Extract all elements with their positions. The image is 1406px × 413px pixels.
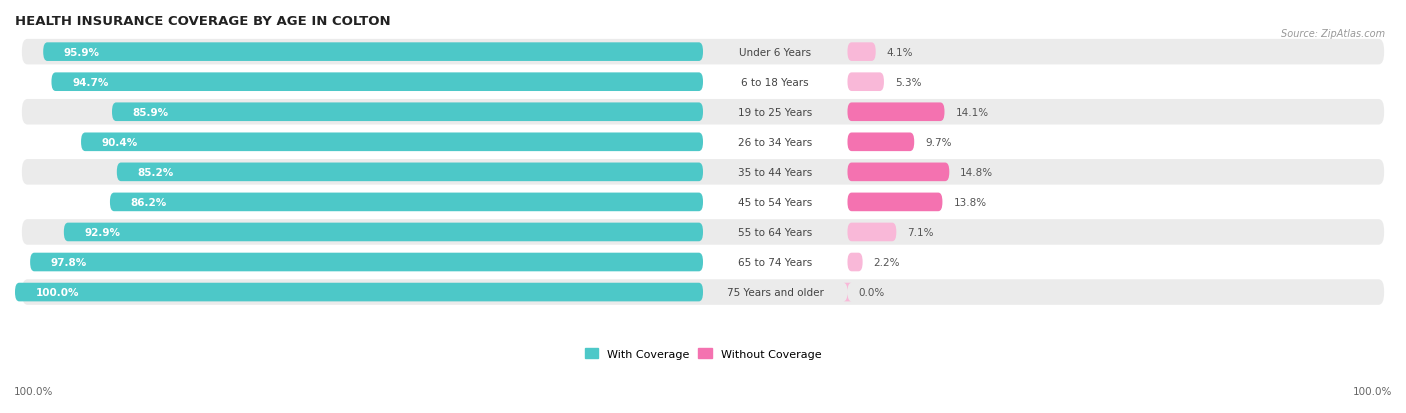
Text: 0.0%: 0.0% bbox=[859, 287, 884, 297]
Text: 5.3%: 5.3% bbox=[896, 78, 921, 88]
FancyBboxPatch shape bbox=[848, 133, 914, 152]
FancyBboxPatch shape bbox=[63, 223, 703, 242]
Text: 85.9%: 85.9% bbox=[132, 107, 169, 117]
Text: 100.0%: 100.0% bbox=[1353, 387, 1392, 396]
FancyBboxPatch shape bbox=[22, 70, 1384, 95]
Legend: With Coverage, Without Coverage: With Coverage, Without Coverage bbox=[581, 344, 825, 363]
FancyBboxPatch shape bbox=[22, 249, 1384, 275]
Text: 85.2%: 85.2% bbox=[138, 167, 174, 178]
FancyBboxPatch shape bbox=[44, 43, 703, 62]
FancyBboxPatch shape bbox=[22, 280, 1384, 305]
FancyBboxPatch shape bbox=[30, 253, 703, 272]
Text: 6 to 18 Years: 6 to 18 Years bbox=[741, 78, 808, 88]
Text: 75 Years and older: 75 Years and older bbox=[727, 287, 824, 297]
Text: 97.8%: 97.8% bbox=[51, 257, 87, 267]
Text: 14.1%: 14.1% bbox=[956, 107, 988, 117]
FancyBboxPatch shape bbox=[848, 223, 897, 242]
Text: 7.1%: 7.1% bbox=[907, 228, 934, 237]
FancyBboxPatch shape bbox=[22, 130, 1384, 155]
FancyBboxPatch shape bbox=[82, 133, 703, 152]
Text: 55 to 64 Years: 55 to 64 Years bbox=[738, 228, 813, 237]
Text: 2.2%: 2.2% bbox=[873, 257, 900, 267]
FancyBboxPatch shape bbox=[112, 103, 703, 122]
Text: 100.0%: 100.0% bbox=[35, 287, 79, 297]
Text: 94.7%: 94.7% bbox=[72, 78, 108, 88]
Text: 26 to 34 Years: 26 to 34 Years bbox=[738, 138, 813, 147]
Text: 13.8%: 13.8% bbox=[953, 197, 987, 207]
Text: 100.0%: 100.0% bbox=[14, 387, 53, 396]
Text: 86.2%: 86.2% bbox=[131, 197, 167, 207]
FancyBboxPatch shape bbox=[848, 163, 949, 182]
FancyBboxPatch shape bbox=[22, 100, 1384, 125]
FancyBboxPatch shape bbox=[848, 193, 942, 212]
Text: 95.9%: 95.9% bbox=[63, 47, 100, 57]
Text: Under 6 Years: Under 6 Years bbox=[740, 47, 811, 57]
Text: 14.8%: 14.8% bbox=[960, 167, 994, 178]
Text: 65 to 74 Years: 65 to 74 Years bbox=[738, 257, 813, 267]
Text: 90.4%: 90.4% bbox=[101, 138, 138, 147]
Text: 92.9%: 92.9% bbox=[84, 228, 121, 237]
Text: 19 to 25 Years: 19 to 25 Years bbox=[738, 107, 813, 117]
FancyBboxPatch shape bbox=[848, 43, 876, 62]
Text: 35 to 44 Years: 35 to 44 Years bbox=[738, 167, 813, 178]
Text: 9.7%: 9.7% bbox=[925, 138, 952, 147]
FancyBboxPatch shape bbox=[52, 73, 703, 92]
Text: 4.1%: 4.1% bbox=[887, 47, 912, 57]
Text: HEALTH INSURANCE COVERAGE BY AGE IN COLTON: HEALTH INSURANCE COVERAGE BY AGE IN COLT… bbox=[15, 15, 391, 28]
FancyBboxPatch shape bbox=[22, 220, 1384, 245]
FancyBboxPatch shape bbox=[15, 283, 703, 301]
FancyBboxPatch shape bbox=[22, 160, 1384, 185]
FancyBboxPatch shape bbox=[844, 283, 852, 301]
Text: Source: ZipAtlas.com: Source: ZipAtlas.com bbox=[1281, 29, 1385, 39]
FancyBboxPatch shape bbox=[848, 253, 863, 272]
Text: 45 to 54 Years: 45 to 54 Years bbox=[738, 197, 813, 207]
FancyBboxPatch shape bbox=[848, 103, 945, 122]
FancyBboxPatch shape bbox=[117, 163, 703, 182]
FancyBboxPatch shape bbox=[848, 73, 884, 92]
FancyBboxPatch shape bbox=[22, 40, 1384, 65]
FancyBboxPatch shape bbox=[22, 190, 1384, 215]
FancyBboxPatch shape bbox=[110, 193, 703, 212]
